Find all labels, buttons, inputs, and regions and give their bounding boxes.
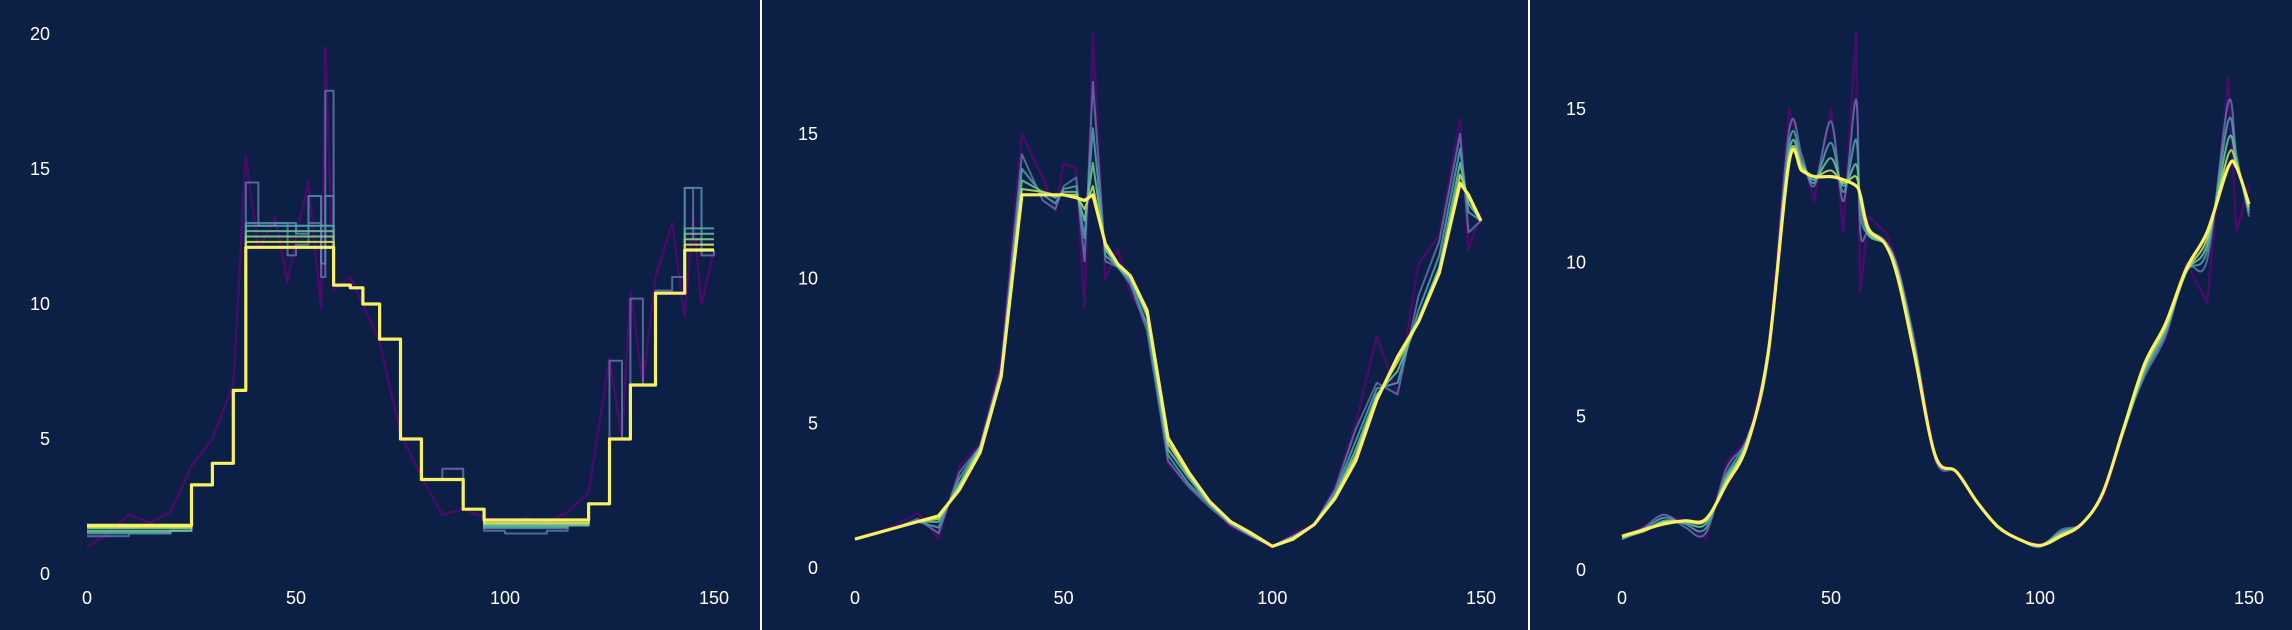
x-tick-label: 100: [1257, 588, 1287, 608]
y-tick-label: 20: [30, 24, 50, 44]
y-tick-label: 5: [808, 413, 818, 433]
x-tick-label: 100: [490, 588, 520, 608]
y-tick-label: 0: [40, 564, 50, 584]
x-tick-label: 0: [82, 588, 92, 608]
y-tick-label: 15: [30, 159, 50, 179]
raw-data-line: [86, 46, 716, 549]
x-tick-label: 50: [1821, 588, 1841, 608]
x-tick-label: 0: [1617, 588, 1627, 608]
y-tick-label: 5: [40, 429, 50, 449]
smoothed-series-line: [854, 181, 1483, 548]
x-tick-label: 0: [850, 588, 860, 608]
y-tick-label: 0: [808, 558, 818, 578]
x-tick-label: 50: [1054, 588, 1074, 608]
x-tick-label: 150: [2234, 588, 2264, 608]
x-tick-label: 150: [699, 588, 729, 608]
smoothed-series-line: [1621, 148, 2251, 548]
y-tick-label: 10: [30, 294, 50, 314]
y-tick-label: 10: [798, 269, 818, 289]
y-tick-label: 5: [1576, 406, 1586, 426]
x-tick-label: 100: [2025, 588, 2055, 608]
y-tick-label: 10: [1566, 253, 1586, 273]
x-tick-label: 150: [1466, 588, 1496, 608]
stepwise-panel: 0 5 10 15 20 0 50 100 150: [30, 24, 729, 608]
y-tick-label: 15: [798, 124, 818, 144]
x-tick-label: 50: [286, 588, 306, 608]
smoothed-series-line: [87, 245, 714, 527]
y-tick-label: 0: [1576, 560, 1586, 580]
y-tick-label: 15: [1566, 99, 1586, 119]
